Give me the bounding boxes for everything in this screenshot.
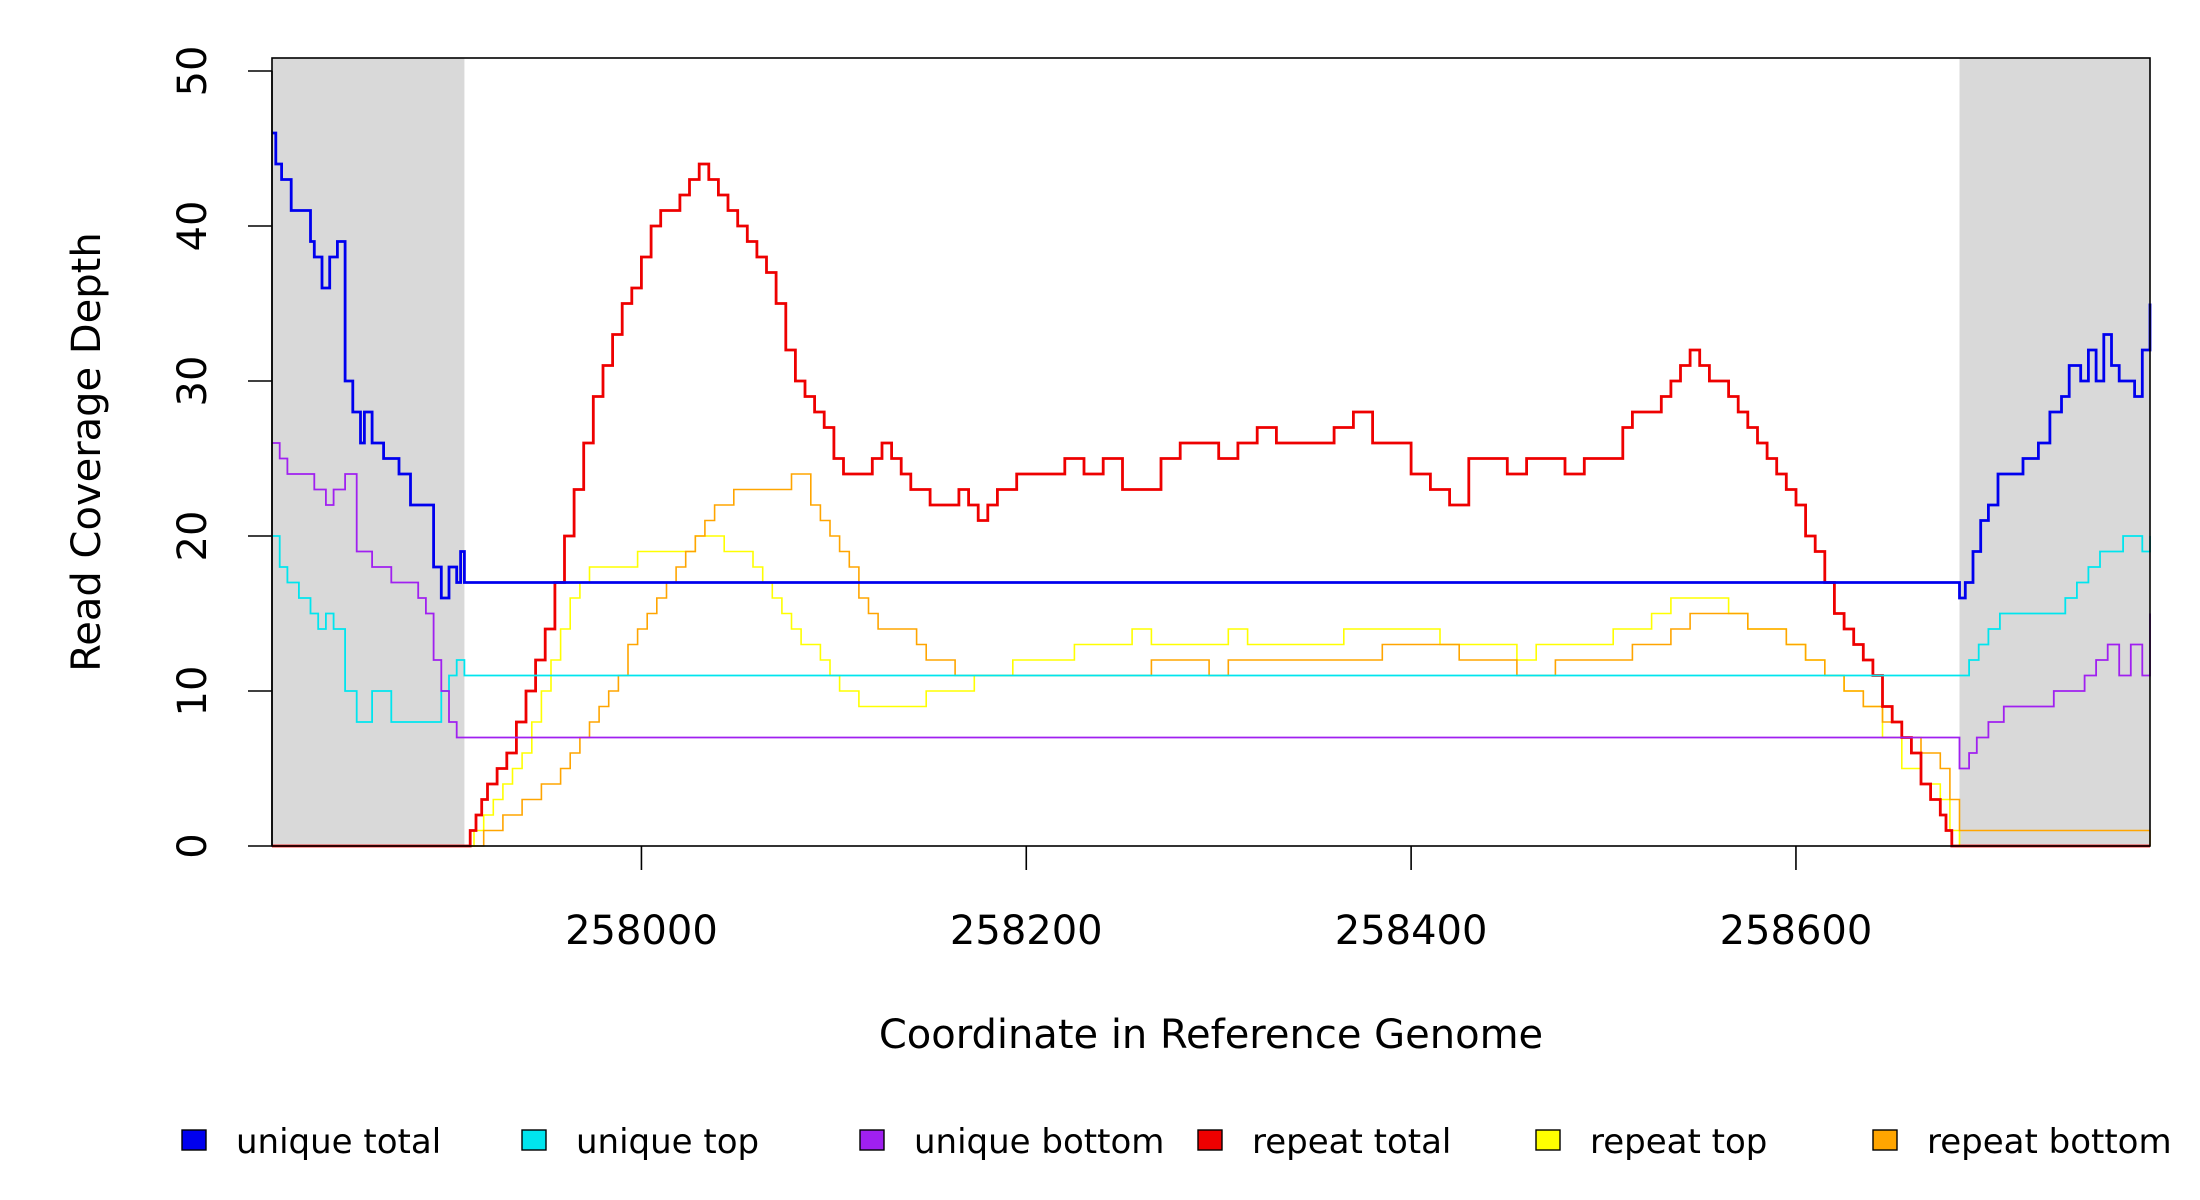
y-tick-label: 20 <box>170 511 216 562</box>
legend-label: unique bottom <box>914 1122 1164 1162</box>
legend-swatch <box>1197 1129 1223 1151</box>
axes: 0 10 20 30 40 50 258000 258200 258400 258600 <box>170 46 1872 954</box>
legend-swatch <box>859 1129 885 1151</box>
series-line-repeat-bottom <box>272 473 2151 847</box>
plot-frame <box>271 57 2151 847</box>
legend-swatch <box>1535 1129 1561 1151</box>
legend-label: repeat bottom <box>1927 1122 2172 1162</box>
legend-item-unique-total: unique total <box>181 1122 441 1162</box>
y-tick-label: 40 <box>170 201 216 252</box>
shaded-region-1 <box>272 58 465 846</box>
y-axis-title: Read Coverage Depth <box>64 232 110 671</box>
x-tick-label: 258200 <box>950 908 1103 954</box>
legend-item-repeat-bottom: repeat bottom <box>1872 1122 2172 1162</box>
series-line-unique-total <box>272 131 2152 600</box>
shaded-region-2 <box>1959 58 2150 846</box>
legend-label: repeat total <box>1252 1122 1451 1162</box>
legend-swatch <box>181 1129 207 1151</box>
y-tick-label: 50 <box>170 46 216 97</box>
legend-label: unique top <box>576 1122 759 1162</box>
y-tick-label: 0 <box>170 833 216 858</box>
y-tick-label: 30 <box>170 356 216 407</box>
legend-label: repeat top <box>1590 1122 1767 1162</box>
legend-item-unique-bottom: unique bottom <box>859 1122 1164 1162</box>
series-line-unique-top <box>272 535 2151 723</box>
x-tick-label: 258400 <box>1335 908 1488 954</box>
y-tick-label: 10 <box>170 666 216 717</box>
legend-label: unique total <box>236 1122 441 1162</box>
x-tick-label: 258000 <box>565 908 718 954</box>
shaded-regions <box>272 58 2150 846</box>
legend-item-repeat-total: repeat total <box>1197 1122 1451 1162</box>
x-axis-title: Coordinate in Reference Genome <box>879 1012 1543 1058</box>
series-line-unique-bottom <box>272 442 2151 770</box>
legend-item-repeat-top: repeat top <box>1535 1122 1767 1162</box>
legend-swatch <box>521 1129 547 1151</box>
legend-item-unique-top: unique top <box>521 1122 759 1162</box>
x-tick-label: 258600 <box>1720 908 1873 954</box>
legend: unique total unique top unique bottom repea… <box>181 1122 2172 1162</box>
series-lines <box>272 131 2152 848</box>
legend-swatch <box>1872 1129 1898 1151</box>
series-line-repeat-total <box>272 162 2150 848</box>
